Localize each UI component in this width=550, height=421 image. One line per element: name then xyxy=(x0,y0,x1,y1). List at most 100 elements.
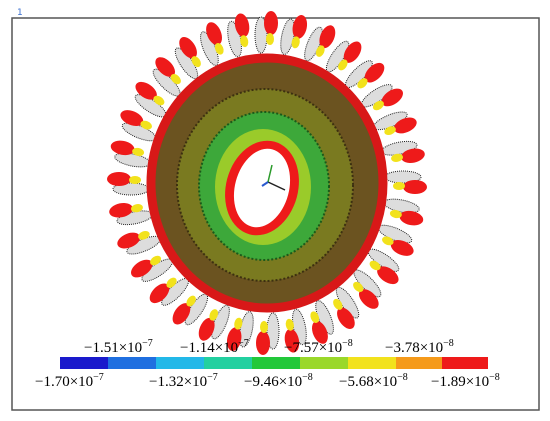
blade-root xyxy=(389,209,402,219)
legend-label: −9.46×10−8 xyxy=(244,372,313,390)
blade-tip xyxy=(403,180,427,194)
blade-tip xyxy=(256,331,270,355)
label-exponent: −7 xyxy=(207,372,218,383)
blade xyxy=(107,172,150,196)
blade-tip xyxy=(107,172,131,186)
blade-root xyxy=(170,73,181,85)
blade-mesh xyxy=(200,31,219,66)
blade-tip xyxy=(117,232,141,249)
blade-root xyxy=(357,78,368,89)
blade-root xyxy=(153,95,165,106)
blade-root xyxy=(382,236,394,246)
legend-label: −1.89×10−8 xyxy=(431,372,500,390)
blade-mesh xyxy=(238,311,254,348)
color-bar xyxy=(60,357,488,369)
blade xyxy=(109,203,153,226)
blade-mesh xyxy=(134,94,167,118)
label-base: −1.51×10 xyxy=(84,340,142,356)
label-exponent: −8 xyxy=(342,338,353,349)
bar-segment xyxy=(204,357,252,369)
marker: 1 xyxy=(17,8,23,18)
blade-tip xyxy=(390,239,414,256)
blade-tip xyxy=(198,317,215,341)
blade-tip xyxy=(155,57,176,77)
blade-root xyxy=(186,295,196,307)
blade-root xyxy=(291,36,300,49)
legend-label: −7.57×10−8 xyxy=(284,338,353,356)
blade-mesh xyxy=(126,235,161,255)
blade-root xyxy=(131,204,143,213)
blade-root xyxy=(391,153,403,162)
blade-root xyxy=(333,298,343,310)
blade-tip xyxy=(337,307,355,329)
blade-mesh xyxy=(325,40,350,73)
blade-mesh xyxy=(304,26,323,62)
blade xyxy=(345,60,385,89)
bar-segment xyxy=(60,357,108,369)
label-base: −1.89×10 xyxy=(431,374,489,390)
blade-mesh xyxy=(174,47,199,80)
bar-segment xyxy=(442,357,488,369)
blade-mesh xyxy=(377,224,413,244)
blade xyxy=(198,304,230,341)
blade-tip xyxy=(343,41,362,63)
blade xyxy=(120,110,157,142)
blade-root xyxy=(129,176,141,184)
blade-root xyxy=(132,147,145,157)
blade-tip xyxy=(393,117,417,134)
blade-root xyxy=(315,45,325,57)
label-base: −1.32×10 xyxy=(149,374,207,390)
label-exponent: −7 xyxy=(93,372,104,383)
legend-label: −1.32×10−7 xyxy=(149,372,218,390)
label-exponent: −7 xyxy=(142,338,153,349)
label-exponent: −8 xyxy=(302,372,313,383)
blade xyxy=(304,25,336,62)
axis-x xyxy=(267,181,286,191)
blade-root xyxy=(372,100,384,111)
blade-tip xyxy=(381,88,403,107)
blade xyxy=(227,13,250,58)
blade-root xyxy=(214,43,224,55)
label-exponent: −8 xyxy=(397,372,408,383)
blade xyxy=(353,269,382,309)
legend-label: −3.78×10−8 xyxy=(385,338,454,356)
blade-root xyxy=(260,321,268,333)
blade-mesh xyxy=(384,170,422,184)
blade-mesh xyxy=(184,293,209,326)
blade xyxy=(256,312,280,355)
label-base: −5.68×10 xyxy=(339,374,397,390)
blade-root xyxy=(191,56,201,68)
blade-root xyxy=(384,126,396,136)
blade-mesh xyxy=(254,16,268,54)
blade-tip xyxy=(110,140,135,156)
blade xyxy=(367,248,400,285)
legend-label: −1.70×10−7 xyxy=(35,372,104,390)
label-exponent: −8 xyxy=(443,338,454,349)
blade-tip xyxy=(401,148,425,163)
blade-mesh xyxy=(152,68,181,97)
blade xyxy=(384,170,427,194)
blade-tip xyxy=(284,328,300,353)
blade xyxy=(383,198,424,226)
blade-tip xyxy=(172,303,191,325)
blade xyxy=(134,81,167,118)
blade-tip xyxy=(358,289,379,309)
blade-mesh xyxy=(383,198,420,214)
legend-label: −1.14×10−7 xyxy=(180,338,249,356)
label-base: −3.78×10 xyxy=(385,340,443,356)
legend-label: −1.51×10−7 xyxy=(84,338,153,356)
blade xyxy=(200,22,224,66)
blade-root xyxy=(138,230,150,240)
bar-segment xyxy=(108,357,156,369)
blade-mesh xyxy=(161,277,189,306)
blade-root xyxy=(150,255,162,266)
blade-tip xyxy=(226,327,242,351)
blade xyxy=(131,255,174,282)
blade xyxy=(284,308,307,353)
blade-mesh xyxy=(112,182,150,196)
blade-tip xyxy=(149,283,170,304)
blade-root xyxy=(240,35,249,48)
legend-label: −5.68×10−8 xyxy=(339,372,408,390)
bar-segment xyxy=(252,357,300,369)
blade xyxy=(117,230,161,255)
